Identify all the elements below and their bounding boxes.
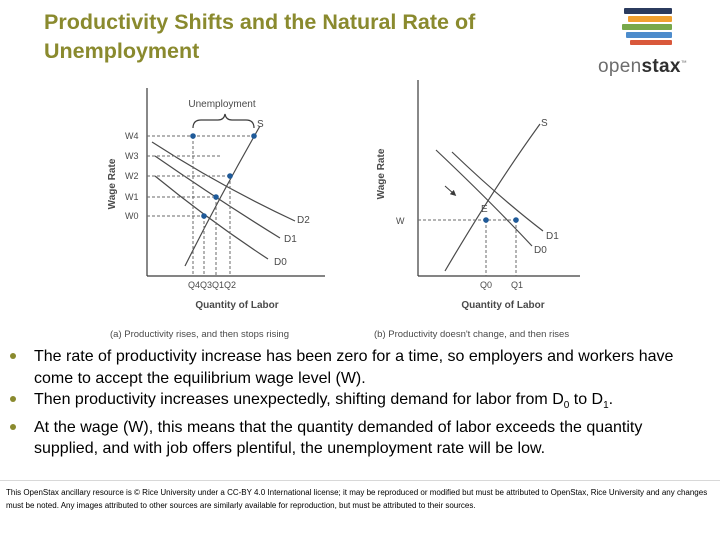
labor-market-figure-svg: Wage Rate Quantity of Labor Unemployment… [107,80,580,340]
logo-bar-4 [626,32,672,38]
bullet-dot [10,423,16,430]
slide-title: Productivity Shifts and the Natural Rate… [44,8,604,66]
bullet-sub-d0: 0 [563,400,570,412]
panel-b-d1-label: D1 [546,231,559,242]
panel-b-supply-label: S [541,118,548,129]
slide-title-line-1: Productivity Shifts and the Natural Rate… [44,10,476,34]
logo-bar-2 [628,16,672,22]
panel-a-point-w0 [201,213,207,219]
bullet-text-post: . [608,391,614,408]
panel-b-point-e [483,217,489,223]
panel-a-x-label: Quantity of Labor [195,300,278,311]
panel-a-demand-d0 [154,175,269,260]
panel-a-tick-w3: W3 [125,151,139,161]
labor-market-figure: Wage Rate Quantity of Labor Unemployment… [100,76,620,346]
panel-a-point-w1 [213,194,219,200]
panel-b-tick-q0: Q0 [480,280,492,290]
openstax-logo-text: openstax™ [598,56,687,78]
panel-a-tick-w0: W0 [125,211,139,221]
panel-a: Wage Rate Quantity of Labor Unemployment… [107,88,325,340]
panel-a-tick-q1: Q1 [212,280,224,290]
license-footer: This OpenStax ancillary resource is © Ri… [6,488,708,510]
panel-b-supply-curve [444,123,541,272]
panel-b: Wage Rate Quantity of Labor S D0 D1 E W … [374,80,580,340]
panel-a-tick-w1: W1 [125,192,139,202]
bullet-text: The rate of productivity increase has be… [34,348,674,387]
panel-b-point-d1 [513,217,519,223]
bullet-text: At the wage (W), this means that the qua… [34,418,643,458]
panel-a-point-w4-left [190,133,196,139]
bullet-dot [10,396,16,402]
panel-a-point-w4-right [251,133,257,139]
footer-divider [0,480,720,481]
panel-a-d2-label: D2 [297,215,310,226]
bullet-item: Then productivity increases unexpectedly… [10,389,710,417]
logo-text-stax: stax [641,56,681,77]
bullet-item: The rate of productivity increase has be… [10,346,710,389]
panel-b-demand-d1 [451,151,544,232]
panel-a-tick-w2: W2 [125,171,139,181]
logo-trademark: ™ [680,60,688,67]
panel-a-unemployment-brace [192,113,255,129]
bullet-list: The rate of productivity increase has be… [10,346,710,460]
openstax-logo: openstax™ [590,6,702,78]
panel-a-caption: (a) Productivity rises, and then stops r… [110,329,289,340]
panel-a-demand-d1 [154,155,281,239]
openstax-logo-bars [622,8,672,45]
panel-a-d1-label: D1 [284,234,297,245]
panel-b-demand-d0 [435,149,533,247]
panel-a-tick-q4: Q4 [188,280,200,290]
bullet-item: At the wage (W), this means that the qua… [10,417,710,460]
panel-a-tick-q2: Q2 [224,280,236,290]
logo-bar-1 [624,8,672,14]
panel-a-supply-label: S [257,119,264,130]
logo-bar-5 [630,40,672,45]
panel-b-caption: (b) Productivity doesn't change, and the… [374,329,569,340]
panel-a-tick-q3: Q3 [200,280,212,290]
panel-a-y-label: Wage Rate [107,158,118,209]
panel-b-tick-q1: Q1 [511,280,523,290]
bullet-sub-d1: 1 [603,400,609,412]
panel-b-x-label: Quantity of Labor [461,300,544,311]
panel-a-brace-label: Unemployment [188,99,255,110]
bullet-dot [10,353,16,359]
logo-text-open: open [598,56,642,77]
panel-b-tick-w: W [396,216,405,226]
panel-b-e-label: E [481,204,488,215]
panel-a-supply-curve [184,125,261,267]
panel-a-d0-label: D0 [274,257,287,268]
slide-title-line-2: Unemployment [44,39,200,63]
panel-a-tick-w4: W4 [125,131,139,141]
logo-bar-3 [622,24,672,30]
panel-a-point-w2 [227,173,233,179]
bullet-text-pre: Then productivity increases unexpectedly… [34,391,564,408]
panel-b-shift-arrow [444,185,457,196]
panel-b-y-label: Wage Rate [376,148,387,199]
panel-a-demand-d2 [151,141,296,222]
bullet-text-mid: to D [569,391,604,408]
panel-b-d0-label: D0 [534,245,547,256]
